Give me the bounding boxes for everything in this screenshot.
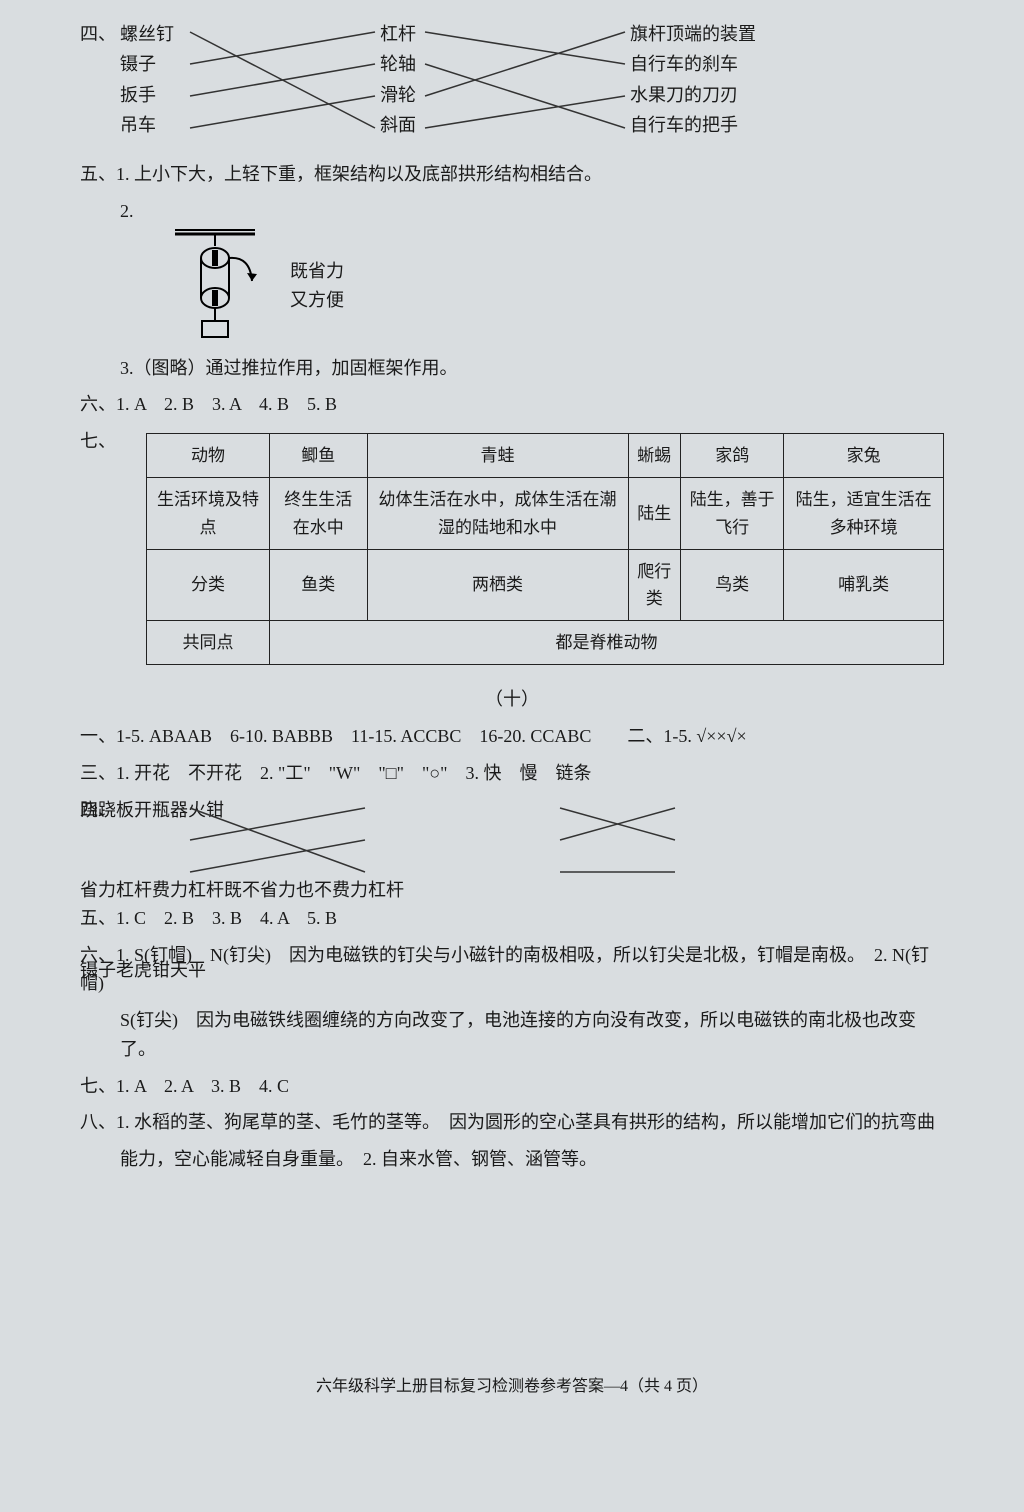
cell: 幼体生活在水中，成体生活在潮湿的陆地和水中 bbox=[367, 478, 628, 549]
q5-item2: 2. 既省力 又方便 bbox=[80, 197, 944, 346]
row-head: 生活环境及特点 bbox=[147, 478, 270, 549]
header-cell: 家兔 bbox=[784, 434, 944, 478]
s10-line8b: 能力，空心能减轻自身重量。 2. 自来水管、钢管、涵管等。 bbox=[80, 1145, 944, 1174]
s10-q4-matching: 四、 跷跷板开瓶器火钳 省力杠杆费力杠杆既不省力也不费力杠杆 镊子老虎钳天平 bbox=[80, 796, 944, 896]
q4-matching: 四、 螺丝钉镊子扳手吊车 杠杆轮轴滑轮斜面 旗杆顶端的装置自行车的刹车水果刀的刀… bbox=[80, 20, 944, 150]
s10-q4-lines bbox=[80, 796, 950, 896]
match-item: 天平 bbox=[170, 960, 206, 980]
s10-title: （十） bbox=[80, 685, 944, 714]
q5-item3: 3.（图略）通过推拉作用，加固框架作用。 bbox=[80, 354, 944, 383]
merged-cell: 都是脊椎动物 bbox=[270, 621, 944, 665]
cell: 终生生活在水中 bbox=[270, 478, 368, 549]
q6: 六、1. A 2. B 3. A 4. B 5. B bbox=[80, 390, 944, 419]
header-cell: 鲫鱼 bbox=[270, 434, 368, 478]
q5-item2-num: 2. bbox=[120, 201, 134, 221]
s10-line1: 一、1-5. ABAAB 6-10. BABBB 11-15. ACCBC 16… bbox=[80, 722, 944, 751]
header-cell: 家鸽 bbox=[681, 434, 784, 478]
cell: 鱼类 bbox=[270, 549, 368, 620]
page-footer: 六年级科学上册目标复习检测卷参考答案—4（共 4 页） bbox=[80, 1374, 944, 1400]
cell: 两栖类 bbox=[367, 549, 628, 620]
table-row: 分类鱼类两栖类爬行类鸟类哺乳类 bbox=[147, 549, 944, 620]
row-head: 分类 bbox=[147, 549, 270, 620]
match-item: 镊子 bbox=[80, 960, 116, 980]
table-row: 生活环境及特点终生生活在水中幼体生活在水中，成体生活在潮湿的陆地和水中陆生陆生，… bbox=[147, 478, 944, 549]
s10-line7: 七、1. A 2. A 3. B 4. C bbox=[80, 1072, 944, 1101]
table-header-row: 动物鲫鱼青蛙蜥蜴家鸽家兔 bbox=[147, 434, 944, 478]
cell: 陆生，适宜生活在多种环境 bbox=[784, 478, 944, 549]
cell: 鸟类 bbox=[681, 549, 784, 620]
q5-item2-caption: 既省力 又方便 bbox=[290, 257, 344, 315]
q7-label: 七、 bbox=[80, 427, 116, 456]
cell: 爬行类 bbox=[628, 549, 681, 620]
header-cell: 青蛙 bbox=[367, 434, 628, 478]
s10-q4-col-right: 镊子老虎钳天平 bbox=[80, 956, 944, 1036]
caption-line1: 既省力 bbox=[290, 257, 344, 286]
cell: 陆生 bbox=[628, 478, 681, 549]
q5-item1: 1. 上小下大，上轻下重，框架结构以及底部拱形结构相结合。 bbox=[116, 164, 602, 184]
header-cell: 动物 bbox=[147, 434, 270, 478]
cell: 陆生，善于飞行 bbox=[681, 478, 784, 549]
s10-line8: 八、1. 水稻的茎、狗尾草的茎、毛竹的茎等。 因为圆形的空心茎具有拱形的结构，所… bbox=[80, 1108, 944, 1137]
row-head: 共同点 bbox=[147, 621, 270, 665]
q5: 五、1. 上小下大，上轻下重，框架结构以及底部拱形结构相结合。 bbox=[80, 160, 944, 189]
q5-label: 五、 bbox=[80, 164, 116, 184]
pulley-icon bbox=[170, 226, 260, 346]
table-row: 共同点 都是脊椎动物 bbox=[147, 621, 944, 665]
q4-lines bbox=[80, 20, 950, 150]
s10-line3: 三、1. 开花 不开花 2. "工" "W" "□" "○" 3. 快 慢 链条 bbox=[80, 759, 944, 788]
q7-table: 动物鲫鱼青蛙蜥蜴家鸽家兔 生活环境及特点终生生活在水中幼体生活在水中，成体生活在… bbox=[146, 433, 944, 665]
caption-line2: 又方便 bbox=[290, 286, 344, 315]
match-item: 老虎钳 bbox=[116, 960, 170, 980]
cell: 哺乳类 bbox=[784, 549, 944, 620]
header-cell: 蜥蜴 bbox=[628, 434, 681, 478]
